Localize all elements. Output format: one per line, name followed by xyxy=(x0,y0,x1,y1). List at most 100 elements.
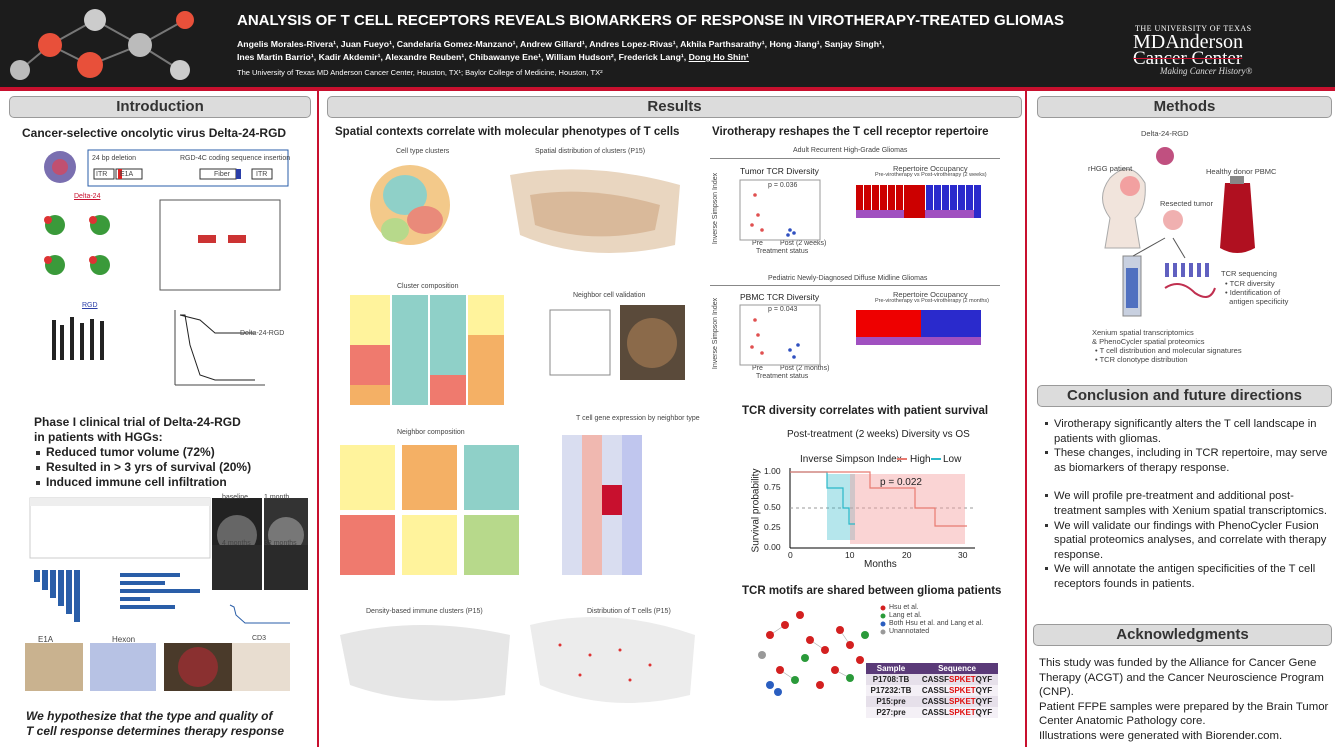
decoration xyxy=(850,474,965,544)
decoration xyxy=(93,168,115,180)
decoration xyxy=(1205,263,1209,277)
acknowledgments-text: This study was funded by the Alliance fo… xyxy=(1039,656,1329,743)
decoration xyxy=(786,233,790,237)
motif-legend-markers xyxy=(880,605,886,635)
decoration xyxy=(622,435,642,575)
decoration xyxy=(1230,176,1244,184)
spatial-figures xyxy=(340,165,695,703)
decoration xyxy=(806,636,814,644)
decoration xyxy=(198,235,246,243)
decoration xyxy=(120,589,200,593)
phase-title: in patients with HGGs: xyxy=(34,430,163,444)
group-label: Post (2 weeks) xyxy=(780,240,827,247)
decoration xyxy=(846,641,854,649)
panel-label: Neighbor cell validation xyxy=(573,292,646,299)
survival-plot xyxy=(789,468,975,549)
decoration xyxy=(10,60,30,80)
header-rule xyxy=(0,87,1335,91)
decoration xyxy=(774,688,782,696)
decoration xyxy=(159,199,281,291)
decoration xyxy=(861,631,869,639)
decoration xyxy=(392,295,428,405)
decoration xyxy=(198,235,216,243)
bullet-text: We will validate our findings with Pheno… xyxy=(1054,519,1327,561)
panel-label: Cluster composition xyxy=(397,283,459,290)
intro-figure xyxy=(44,149,289,386)
decoration xyxy=(464,445,519,510)
decoration xyxy=(120,573,200,609)
decoration xyxy=(821,646,829,654)
subsection-title: Spatial contexts correlate with molecula… xyxy=(335,126,680,138)
decoration xyxy=(791,631,869,684)
header-graphic xyxy=(10,9,194,80)
decoration xyxy=(100,321,104,360)
decoration xyxy=(70,317,74,360)
decoration xyxy=(58,570,64,606)
decoration xyxy=(896,185,903,218)
logo-line: MDAnderson xyxy=(1133,31,1243,53)
bullet-text: These changes, including in TCR repertoi… xyxy=(1054,447,1328,474)
figure-label: 1 month xyxy=(264,494,290,501)
decoration xyxy=(791,676,799,684)
sequence: CASSL xyxy=(921,686,949,695)
panel-label: Density-based immune clusters (P15) xyxy=(366,608,483,615)
decoration xyxy=(212,545,262,590)
methods-label: Delta-24-RGD xyxy=(1141,129,1189,138)
decoration xyxy=(739,304,821,366)
decoration xyxy=(178,647,218,687)
decoration xyxy=(856,185,863,218)
bullet-text: Resulted in > 3 yrs of survival (20%) xyxy=(46,460,252,474)
subsection-title: Virotherapy reshapes the T cell receptor… xyxy=(712,126,989,138)
decoration xyxy=(750,318,764,355)
decoration xyxy=(816,681,824,689)
group-label: Pre xyxy=(752,365,763,372)
decoration xyxy=(750,193,764,232)
decoration xyxy=(468,295,504,335)
decoration xyxy=(753,318,757,322)
decoration xyxy=(179,314,255,334)
authors: Ines Martin Barrio¹, Kadir Akdemir¹, Ale… xyxy=(237,52,749,62)
decoration xyxy=(176,11,194,29)
bullet-item: These changes, including in TCR repertoi… xyxy=(1043,446,1328,475)
methods-label: antigen specificity xyxy=(1225,297,1289,306)
plot-title: Tumor TCR Diversity xyxy=(740,166,819,176)
motif: SPKET xyxy=(949,675,976,684)
decoration xyxy=(766,631,774,639)
figure-label: Fiber xyxy=(214,171,230,178)
legend-entry: Unannotated xyxy=(889,628,930,635)
cell: P17232:TB xyxy=(870,686,912,695)
bullet-text: Virotherapy significantly alters the T c… xyxy=(1054,418,1317,445)
decoration xyxy=(864,185,871,218)
bullet xyxy=(36,451,40,455)
decoration xyxy=(880,185,887,218)
trial-figure xyxy=(25,497,308,691)
p-value: p = 0.036 xyxy=(768,182,798,189)
decoration xyxy=(1197,263,1201,277)
decoration xyxy=(80,323,84,360)
paragraph: Patient FFPE samples were prepared by th… xyxy=(1039,700,1329,728)
methods-label: rHGG patient xyxy=(1088,164,1133,173)
decoration xyxy=(60,325,64,360)
section-heading: Conclusion and future directions xyxy=(1037,385,1332,407)
decoration xyxy=(880,613,886,619)
decoration xyxy=(120,597,150,601)
decoration xyxy=(430,295,466,375)
decoration xyxy=(872,185,879,218)
logo-tagline: Making Cancer History® xyxy=(1160,66,1253,76)
authors: Ines Martin Barrio¹, Kadir Akdemir¹, Ale… xyxy=(237,52,687,62)
decoration xyxy=(966,185,973,218)
subtitle: Cancer-selective oncolytic virus Delta-2… xyxy=(22,126,287,140)
decoration xyxy=(796,611,804,619)
tick-label: 10 xyxy=(845,550,855,560)
tick-label: 0.00 xyxy=(764,542,781,552)
bullet xyxy=(36,466,40,470)
figure-label: RGD-4C coding sequence insertion xyxy=(180,155,291,162)
decoration xyxy=(1120,176,1140,196)
bullet-item: Virotherapy significantly alters the T c… xyxy=(1043,417,1328,446)
decoration xyxy=(836,626,844,634)
decoration xyxy=(788,348,792,352)
decoration xyxy=(530,617,695,703)
cohort-rule xyxy=(710,158,1000,159)
methods-label: TCR sequencing xyxy=(1221,269,1277,278)
